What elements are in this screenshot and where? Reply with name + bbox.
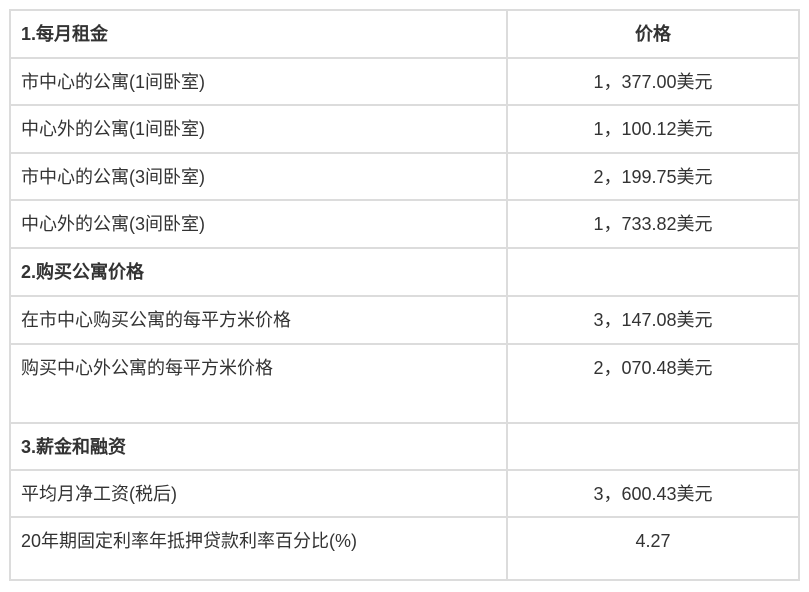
table-header-row: 1.每月租金 价格	[9, 9, 800, 59]
row-value: 1，377.00美元	[593, 72, 713, 92]
header-label: 1.每月租金	[21, 24, 109, 44]
section-row: 3.薪金和融资	[9, 422, 800, 471]
row-value: 3，147.08美元	[593, 310, 713, 330]
row-label: 市中心的公寓(3间卧室)	[21, 167, 205, 187]
row-value: 2，199.75美元	[593, 167, 713, 187]
table-row: 中心外的公寓(3间卧室) 1，733.82美元	[9, 199, 800, 249]
cost-table: 1.每月租金 价格 市中心的公寓(1间卧室) 1，377.00美元 中心外的公寓…	[9, 9, 800, 581]
row-label: 20年期固定利率年抵押贷款利率百分比(%)	[21, 531, 358, 551]
row-label: 购买中心外公寓的每平方米价格	[21, 358, 273, 378]
row-value: 1，100.12美元	[593, 119, 713, 139]
table-row: 20年期固定利率年抵押贷款利率百分比(%) 4.27	[9, 516, 800, 581]
section-row: 2.购买公寓价格	[9, 247, 800, 297]
row-label: 中心外的公寓(3间卧室)	[21, 214, 205, 234]
section-heading-salary-financing: 3.薪金和融资	[21, 437, 127, 457]
row-label: 中心外的公寓(1间卧室)	[21, 119, 205, 139]
section-heading-monthly-rent: 1.每月租金	[9, 9, 508, 59]
row-value: 1，733.82美元	[593, 214, 713, 234]
table-row: 市中心的公寓(1间卧室) 1，377.00美元	[9, 57, 800, 106]
row-label: 在市中心购买公寓的每平方米价格	[21, 310, 291, 330]
row-value	[518, 424, 788, 436]
table-row: 购买中心外公寓的每平方米价格 2，070.48美元	[9, 343, 800, 424]
table-row: 平均月净工资(税后) 3，600.43美元	[9, 469, 800, 518]
row-label: 平均月净工资(税后)	[21, 484, 177, 504]
column-header-price: 价格	[506, 9, 800, 59]
row-value: 2，070.48美元	[593, 358, 713, 378]
row-label: 市中心的公寓(1间卧室)	[21, 72, 205, 92]
header-price: 价格	[635, 24, 671, 44]
table-row: 中心外的公寓(1间卧室) 1，100.12美元	[9, 104, 800, 154]
table-row: 在市中心购买公寓的每平方米价格 3，147.08美元	[9, 295, 800, 345]
section-heading-purchase-price: 2.购买公寓价格	[21, 262, 145, 282]
table-row: 市中心的公寓(3间卧室) 2，199.75美元	[9, 152, 800, 201]
row-value	[518, 249, 788, 261]
row-value: 3，600.43美元	[593, 484, 713, 504]
row-value: 4.27	[635, 531, 671, 551]
